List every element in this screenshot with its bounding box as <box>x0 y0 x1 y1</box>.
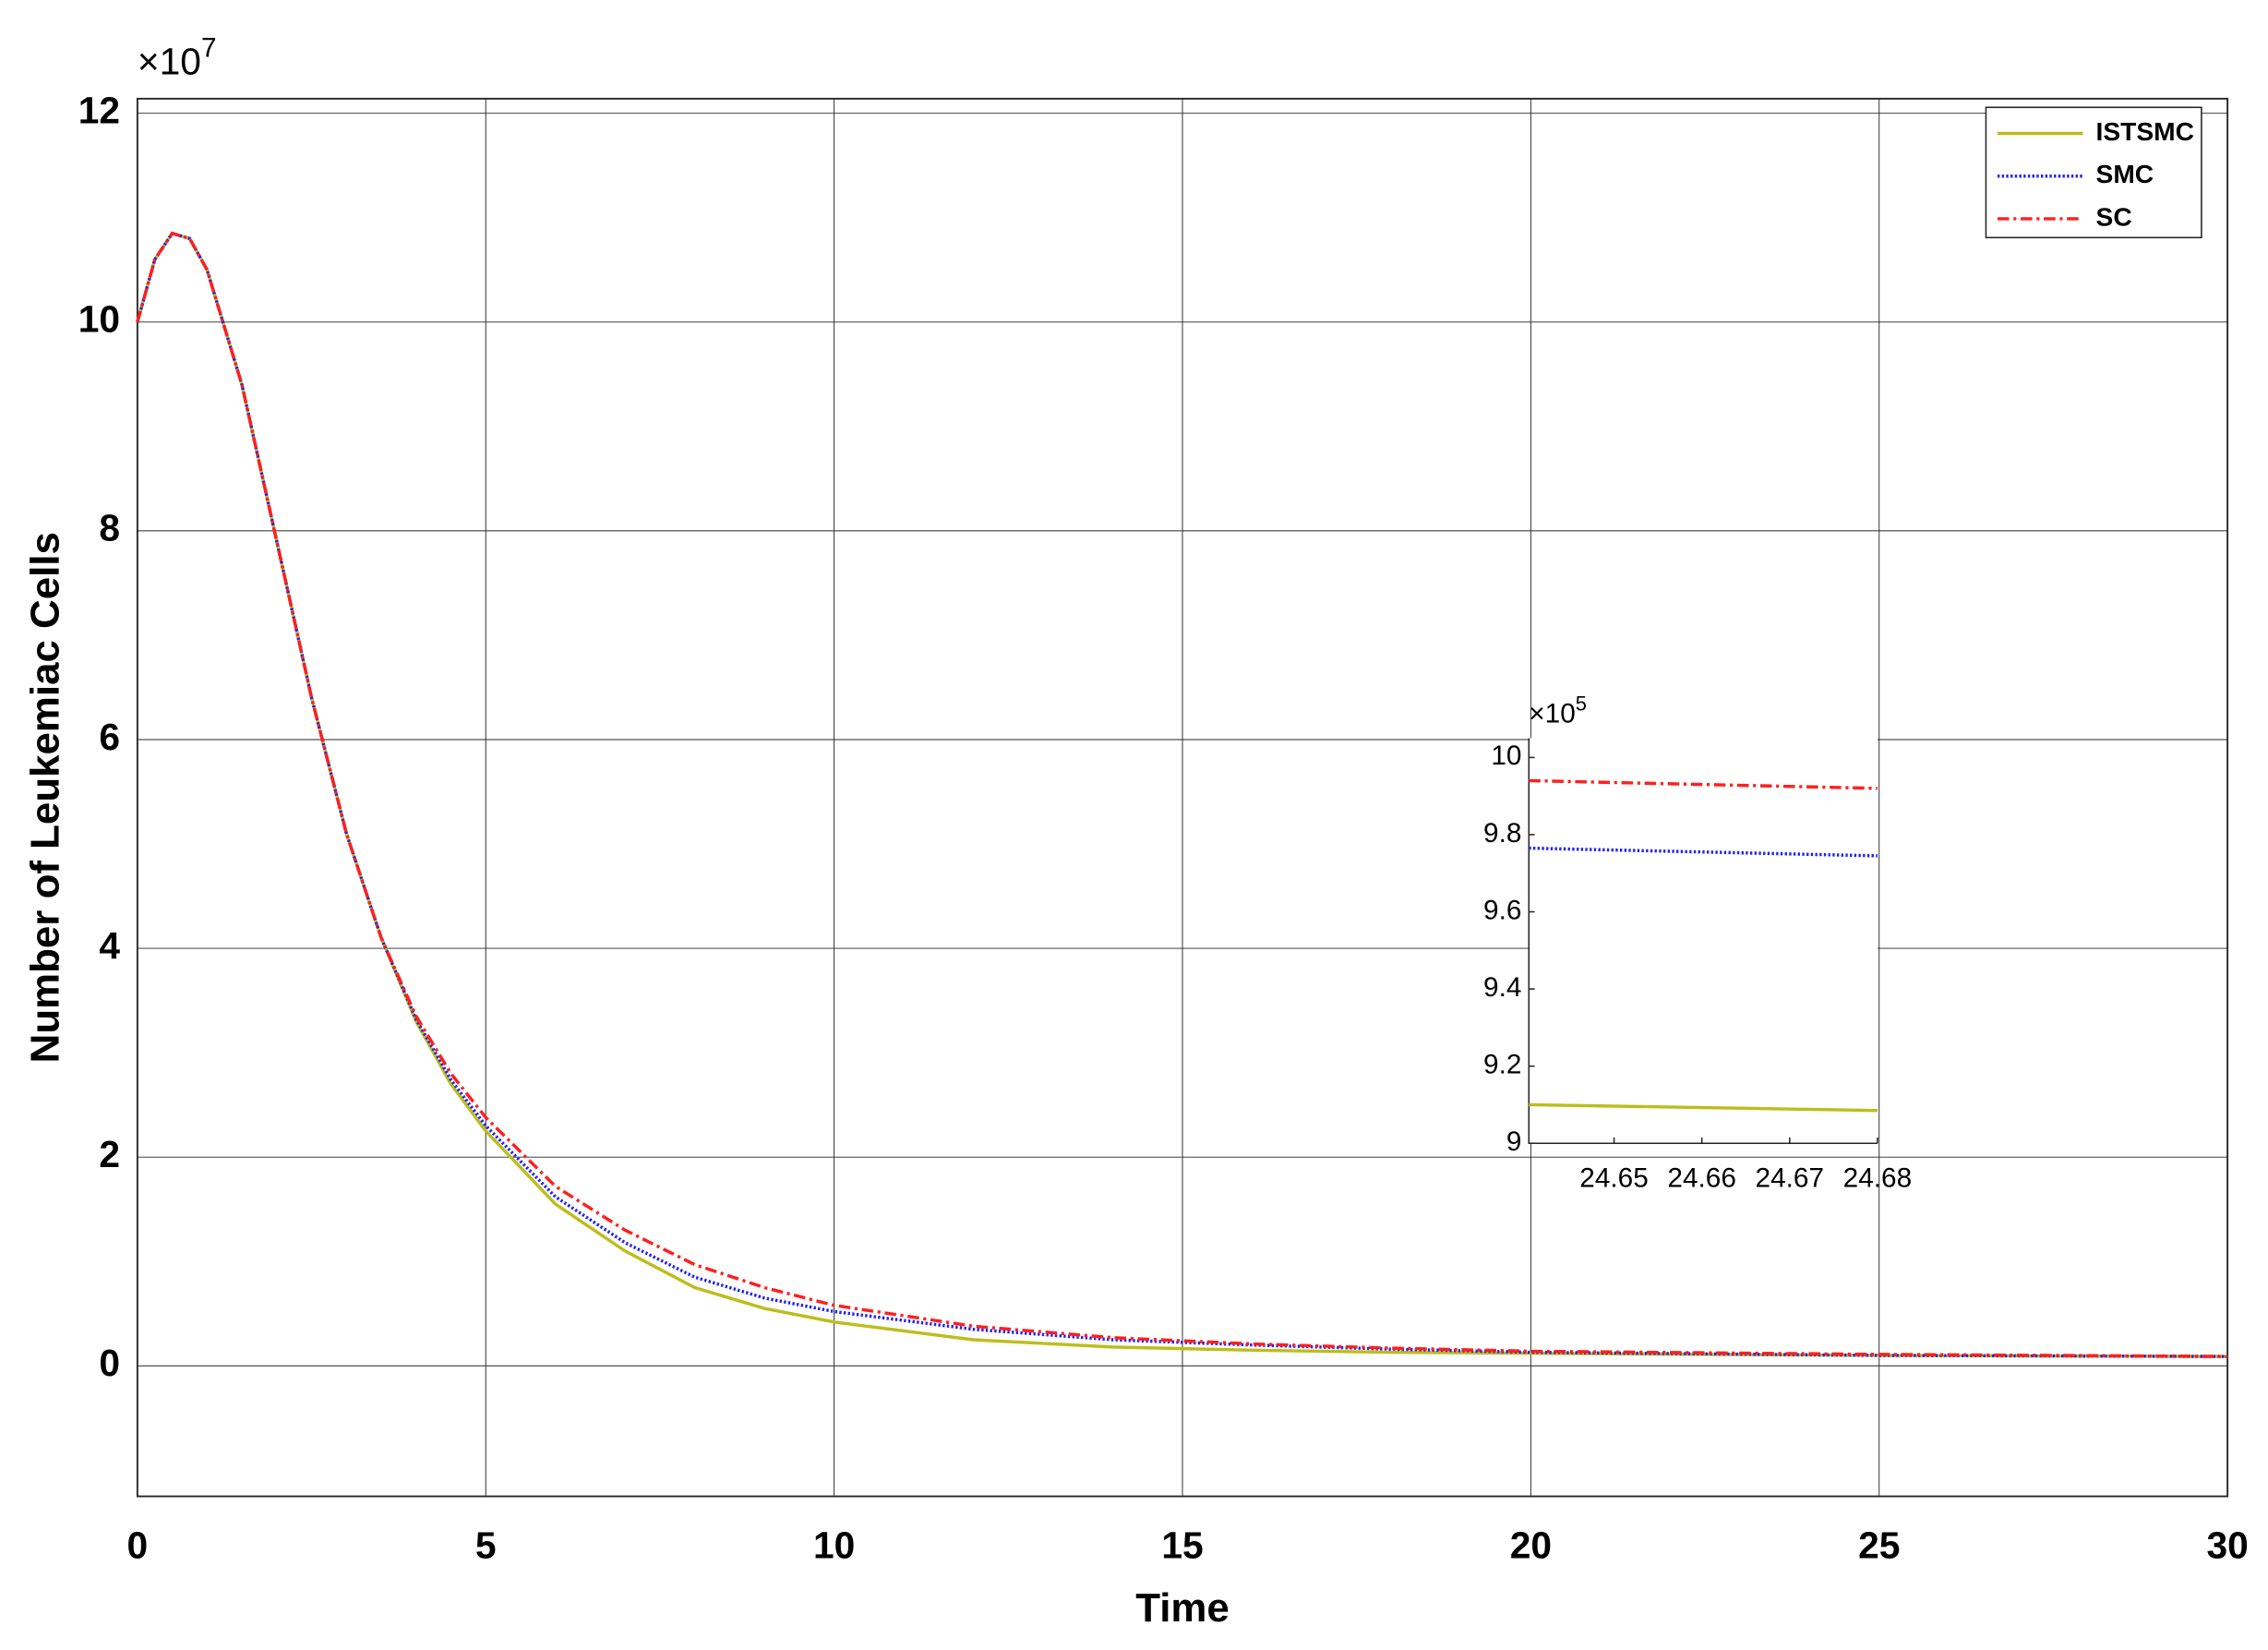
inset-background <box>1529 738 1878 1144</box>
series-line <box>136 231 2228 1358</box>
plot-frame <box>136 97 2229 1498</box>
x-tick-label: 25 <box>1858 1524 1900 1567</box>
y-tick-label: 9 <box>1506 1126 1522 1157</box>
x-tick-label: 30 <box>2206 1524 2248 1567</box>
y-tick-label: 9.8 <box>1483 818 1521 849</box>
series-line <box>1529 1102 1878 1113</box>
series-line <box>136 231 2228 1358</box>
legend-box <box>1985 106 2202 239</box>
y-scale-base: ×10 <box>1529 698 1576 729</box>
legend-label: SMC <box>2096 159 2154 188</box>
y-tick-label: 9.6 <box>1483 895 1521 925</box>
y-tick-label: 10 <box>78 298 120 341</box>
y-scale-base: ×10 <box>138 40 201 82</box>
legend-label: ISTSMC <box>2096 116 2195 146</box>
x-tick-label: 5 <box>475 1524 497 1567</box>
y-tick-label: 6 <box>99 716 120 758</box>
y-tick-label: 0 <box>99 1342 120 1384</box>
x-tick-label: 24.65 <box>1579 1162 1649 1193</box>
y-scale-label: ×105 <box>1529 692 1587 729</box>
y-tick-label: 9.4 <box>1483 972 1521 1003</box>
y-tick-label: 9.2 <box>1483 1050 1521 1080</box>
y-tick-label: 10 <box>1491 741 1521 771</box>
y-axis-label: Number of Leukemiac Cells <box>22 532 67 1063</box>
x-tick-label: 24.68 <box>1843 1162 1913 1193</box>
y-tick-label: 8 <box>99 507 120 549</box>
x-axis-label: Time <box>1135 1585 1230 1631</box>
x-tick-label: 15 <box>1161 1524 1203 1567</box>
y-tick-label: 4 <box>99 924 120 967</box>
y-tick-label: 2 <box>99 1133 120 1175</box>
x-tick-label: 20 <box>1510 1524 1552 1567</box>
y-scale-exponent: 7 <box>201 32 217 63</box>
series-line <box>1529 846 1878 858</box>
y-tick-label: 12 <box>78 89 120 131</box>
y-scale-label: ×107 <box>138 32 217 82</box>
y-scale-exponent: 5 <box>1576 692 1587 715</box>
x-tick-label: 24.66 <box>1667 1162 1736 1193</box>
x-tick-label: 24.67 <box>1756 1162 1825 1193</box>
legend-label: SC <box>2096 201 2132 231</box>
x-tick-label: 10 <box>813 1524 855 1567</box>
x-tick-label: 0 <box>127 1524 149 1567</box>
inset-axes <box>1528 738 1878 1145</box>
